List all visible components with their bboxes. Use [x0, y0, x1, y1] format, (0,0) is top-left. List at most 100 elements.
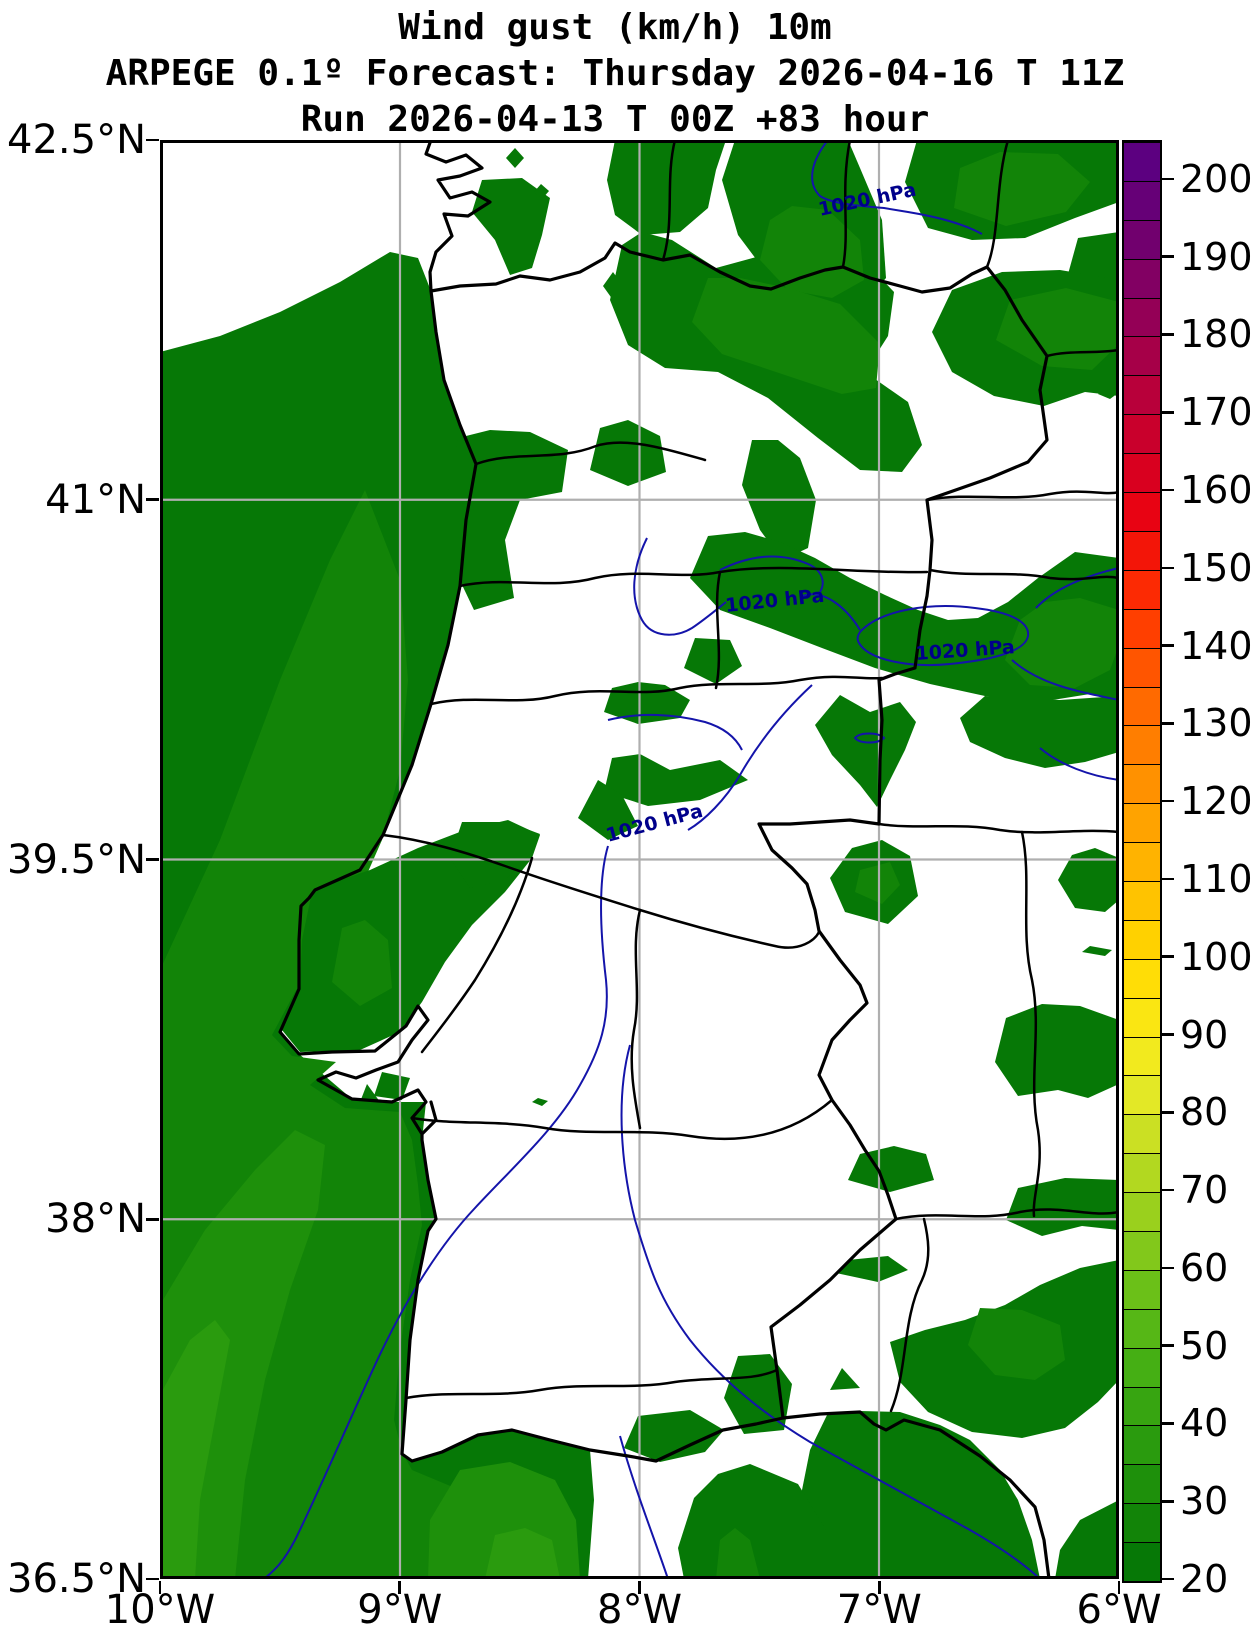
forecast-map: 1020 hPa 1020 hPa 1020 hPa 1020 hPa [160, 138, 1121, 1581]
colorbar-segment [1124, 1386, 1160, 1426]
colorbar-segment [1124, 530, 1160, 570]
lat-tick-mark [146, 138, 159, 142]
colorbar-tick-mark [1162, 1033, 1174, 1036]
colorbar-tick-label: 90 [1180, 1012, 1229, 1057]
colorbar-tick-label: 20 [1180, 1557, 1229, 1601]
colorbar-tick-label: 190 [1180, 234, 1253, 279]
colorbar-tick-mark [1162, 644, 1174, 647]
lat-tick-mark [146, 1577, 159, 1581]
colorbar-segment [1124, 219, 1160, 259]
colorbar-tick-label: 60 [1180, 1245, 1229, 1290]
colorbar-segment [1124, 1542, 1160, 1581]
isobar-contours [263, 139, 1120, 1580]
colorbar-tick-mark [1162, 877, 1174, 881]
colorbar-segment [1124, 180, 1160, 220]
colorbar-tick-label: 110 [1180, 856, 1253, 901]
colorbar-tick-label: 140 [1180, 623, 1253, 668]
colorbar-segment [1124, 997, 1160, 1037]
colorbar-segment [1124, 1036, 1160, 1076]
lon-tick-label: 8°W [597, 1587, 682, 1633]
colorbar-segment [1124, 647, 1160, 687]
colorbar-segment [1124, 880, 1160, 920]
colorbar-segment [1124, 1269, 1160, 1309]
lon-tick-label: 7°W [836, 1587, 922, 1633]
colorbar-tick-mark [1162, 1577, 1174, 1581]
colorbar-tick-label: 40 [1180, 1401, 1229, 1446]
title-forecast: ARPEGE 0.1º Forecast: Thursday 2026-04-1… [105, 53, 1125, 94]
boundary-lines [381, 138, 1121, 1413]
colorbar-tick-mark [1162, 488, 1174, 492]
colorbar-tick-mark [1162, 1499, 1174, 1503]
colorbar-tick-label: 160 [1180, 468, 1253, 513]
map-area: 1020 hPa 1020 hPa 1020 hPa 1020 hPa [160, 138, 1121, 1581]
lon-tick-mark [638, 1581, 641, 1594]
colorbar-segment [1124, 453, 1160, 493]
colorbar-tick-label: 70 [1180, 1168, 1229, 1213]
colorbar-tick-mark [1162, 722, 1174, 725]
colorbar-segment [1124, 686, 1160, 726]
coastline-and-border [278, 138, 1051, 1581]
lon-tick-label: 9°W [357, 1587, 443, 1633]
graticule-gridlines [160, 140, 1119, 1579]
ocean-gust-band-35 [160, 1320, 560, 1579]
colorbar-segment [1124, 1114, 1160, 1154]
map-frame [160, 140, 1119, 1579]
colorbar-segment [1124, 1464, 1160, 1504]
lon-tick-mark [877, 1581, 881, 1594]
lon-tick-mark [158, 1581, 162, 1594]
colorbar-segment [1124, 1075, 1160, 1115]
colorbar-tick-mark [1162, 1188, 1174, 1192]
colorbar-segment [1124, 1192, 1160, 1231]
colorbar [1122, 140, 1162, 1583]
colorbar-segment [1124, 1425, 1160, 1465]
colorbar-segment [1124, 803, 1160, 843]
title-run: Run 2026-04-13 T 00Z +83 hour [300, 99, 930, 140]
colorbar-tick-label: 30 [1180, 1479, 1229, 1524]
colorbar-tick-mark [1162, 255, 1174, 258]
lon-tick-mark [398, 1581, 402, 1594]
colorbar-segment [1124, 1230, 1160, 1270]
colorbar-segment [1124, 842, 1160, 881]
title-variable: Wind gust (km/h) 10m [398, 7, 832, 48]
colorbar-tick-mark [1162, 410, 1174, 414]
lat-tick-label: 39.5°N [7, 836, 146, 883]
colorbar-segment [1124, 375, 1160, 415]
lat-tick-mark [146, 1217, 159, 1221]
colorbar-tick-label: 100 [1180, 934, 1253, 979]
colorbar-segment [1124, 958, 1160, 998]
land-gust-patches-light [332, 152, 1119, 1579]
colorbar-tick-label: 170 [1180, 390, 1253, 435]
lat-tick-label: 42.5°N [7, 117, 146, 163]
colorbar-segment [1124, 569, 1160, 609]
colorbar-tick-label: 130 [1180, 701, 1253, 746]
colorbar-segment [1124, 1347, 1160, 1387]
colorbar-segment [1124, 1153, 1160, 1193]
colorbar-segment [1124, 1503, 1160, 1543]
colorbar-segment [1124, 142, 1160, 181]
colorbar-tick-mark [1162, 1266, 1174, 1270]
lon-tick-label: 10°W [104, 1587, 216, 1633]
colorbar-tick-mark [1162, 955, 1174, 959]
lat-tick-mark [146, 498, 159, 502]
colorbar-tick-mark [1162, 1110, 1174, 1114]
lat-tick-mark [146, 858, 159, 861]
colorbar-tick-label: 180 [1180, 312, 1253, 357]
lat-tick-label: 41°N [45, 476, 146, 523]
colorbar-segment [1124, 414, 1160, 454]
colorbar-tick-label: 50 [1180, 1323, 1229, 1368]
lon-tick-label: 6°W [1076, 1587, 1162, 1633]
chart-title-block: Wind gust (km/h) 10m ARPEGE 0.1º Forecas… [0, 5, 1230, 143]
colorbar-segment [1124, 725, 1160, 765]
colorbar-tick-mark [1162, 1422, 1174, 1425]
colorbar-segment [1124, 1308, 1160, 1348]
lat-tick-label: 38°N [45, 1196, 146, 1243]
colorbar-tick-mark [1162, 566, 1174, 570]
colorbar-tick-mark [1162, 333, 1174, 336]
colorbar-segment [1124, 297, 1160, 337]
colorbar-segment [1124, 336, 1160, 376]
colorbar-tick-label: 200 [1180, 156, 1253, 201]
colorbar-segment [1124, 258, 1160, 298]
colorbar-segment [1124, 608, 1160, 648]
colorbar-tick-label: 150 [1180, 545, 1253, 590]
